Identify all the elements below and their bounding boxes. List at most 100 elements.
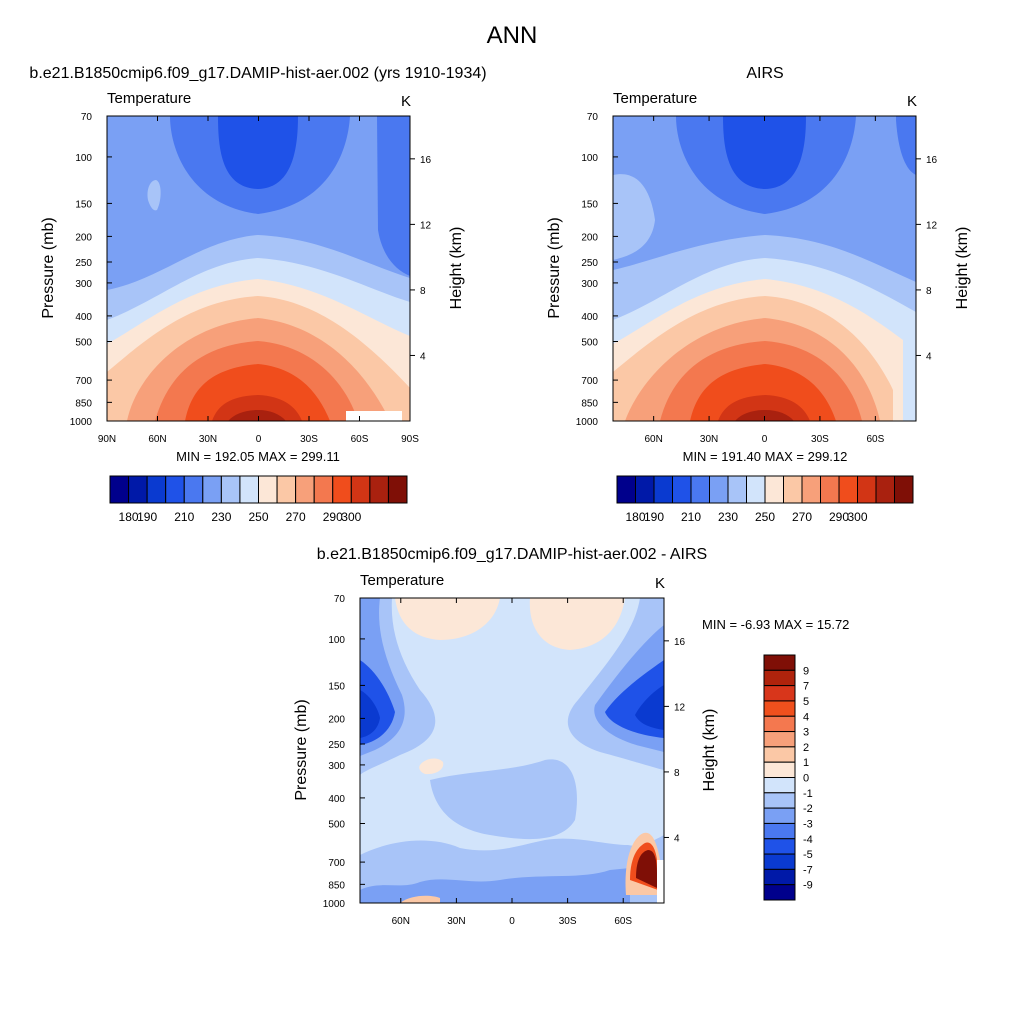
colorbar-swatch: [690, 475, 710, 504]
colorbar-label: 290: [829, 510, 849, 524]
panel-difference: b.e21.B1850cmip6.f09_g17.DAMIP-hist-aer.…: [293, 546, 849, 927]
y-tick-label: 250: [328, 740, 345, 751]
colorbar-swatch: [183, 475, 204, 504]
colorbar-swatch: [763, 685, 796, 702]
band-320: [212, 395, 302, 421]
colorbar-swatch: [746, 475, 766, 504]
y2-tick-label: 16: [926, 155, 938, 166]
colorbar-label: 270: [792, 510, 812, 524]
min-max-stats: MIN = 191.40 MAX = 299.12: [683, 449, 848, 464]
colorbar-swatch: [763, 884, 796, 901]
colorbar-swatch: [350, 475, 371, 504]
colorbar-swatch: [763, 654, 796, 671]
colorbar-swatch: [332, 475, 352, 504]
y2-tick-label: 16: [674, 637, 686, 648]
panel-subtitle: Temperature: [107, 90, 191, 107]
x-tick-label: 60S: [866, 434, 884, 445]
contour-field: [107, 116, 410, 421]
colorbar: 9 7 5 4 3 2 1 0 -1 -2 -3 -4 -5 -7 -9: [763, 654, 813, 901]
colorbar-label: -9: [803, 880, 813, 892]
missing-data-mask: [346, 411, 402, 421]
y2-tick-label: 4: [926, 351, 932, 362]
panel-title: b.e21.B1850cmip6.f09_g17.DAMIP-hist-aer.…: [29, 65, 486, 82]
y-tick-label: 70: [81, 112, 93, 123]
colorbar-swatch: [801, 475, 821, 504]
missing-data-mask: [657, 860, 664, 903]
colorbar-label: -7: [803, 864, 813, 876]
y2-tick-label: 8: [674, 768, 680, 779]
colorbar-label: 230: [718, 510, 738, 524]
band-320: [718, 395, 810, 421]
y-axis-label: Pressure (mb): [40, 217, 57, 318]
colorbar-swatch: [820, 475, 840, 504]
y-tick-label: 150: [581, 199, 598, 210]
y-tick-labels: 70 100 150 200 250 300 400 500 700 850 1000: [70, 112, 112, 428]
cold-spot: [147, 180, 161, 211]
y-tick-label: 700: [328, 858, 345, 869]
y-tick-label: 850: [328, 880, 345, 891]
colorbar-label: -2: [803, 803, 813, 815]
units-label: K: [907, 93, 917, 110]
y-tick-label: 500: [581, 338, 598, 349]
colorbar-swatch: [128, 475, 148, 504]
x-tick-label: 30S: [559, 916, 577, 927]
colorbar-swatch: [764, 475, 784, 504]
colorbar-swatch: [763, 700, 796, 717]
x-tick-label: 30N: [199, 434, 217, 445]
y2-tick-labels: 4 8 12 16: [916, 155, 938, 362]
panel-obs: AIRS Temperature K Pressure (mb) Height …: [546, 65, 971, 524]
y-tick-label: 300: [581, 279, 598, 290]
y2-tick-label: 16: [420, 155, 432, 166]
panel-subtitle: Temperature: [360, 572, 444, 589]
colorbar-label: -4: [803, 834, 813, 846]
colorbar-label: 180: [119, 510, 139, 524]
x-tick-label: 60N: [148, 434, 166, 445]
colorbar-swatch: [857, 475, 877, 504]
panel-subtitle: Temperature: [613, 90, 697, 107]
x-tick-label: 30S: [811, 434, 829, 445]
colorbar-label: 0: [803, 773, 809, 785]
colorbar-label: 300: [341, 510, 361, 524]
colorbar-swatch: [635, 475, 655, 504]
colorbar-label: 7: [803, 681, 809, 693]
colorbar-swatch: [763, 746, 796, 763]
colorbar-swatch: [220, 475, 241, 504]
y-tick-label: 850: [75, 398, 92, 409]
band-trop-cold: [723, 116, 806, 189]
y-tick-label: 200: [581, 232, 598, 243]
colorbar-swatch: [276, 475, 297, 504]
x-tick-label: 30N: [447, 916, 465, 927]
colorbar-swatch: [894, 475, 914, 504]
y2-tick-labels: 4 8 12 16: [410, 155, 432, 362]
min-max-stats: MIN = 192.05 MAX = 299.11: [176, 449, 340, 464]
colorbar-swatch: [783, 475, 803, 504]
colorbar-swatch: [109, 475, 130, 504]
y-tick-label: 850: [581, 398, 598, 409]
colorbar-swatch: [763, 792, 796, 809]
y-tick-label: 700: [581, 376, 598, 387]
colorbar-swatch: [763, 715, 796, 733]
band-330: [228, 410, 286, 421]
y-axis-label: Pressure (mb): [546, 217, 563, 318]
y2-axis-label: Height (km): [701, 709, 718, 792]
y-tick-label: 100: [581, 153, 598, 164]
units-label: K: [655, 575, 665, 592]
y-tick-labels: 70 100 150 200 250 300 400 500 700 850 1000: [576, 112, 618, 428]
y2-tick-label: 12: [674, 702, 686, 713]
colorbar-label: -5: [803, 849, 813, 861]
colorbar-swatch: [763, 853, 796, 870]
band-lower-minus-three: [360, 868, 630, 903]
y-tick-label: 100: [328, 635, 345, 646]
y2-axis-label: Height (km): [448, 227, 465, 310]
x-tick-label: 0: [509, 916, 515, 927]
colorbar-swatch: [763, 838, 796, 855]
colorbar-swatch: [763, 731, 796, 748]
x-tick-label: 60S: [351, 434, 369, 445]
colorbar-swatch: [763, 761, 796, 778]
x-tick-label: 90N: [98, 434, 116, 445]
colorbar-swatch: [727, 475, 747, 504]
y-tick-label: 500: [75, 338, 92, 349]
x-tick-label: 60N: [644, 434, 662, 445]
